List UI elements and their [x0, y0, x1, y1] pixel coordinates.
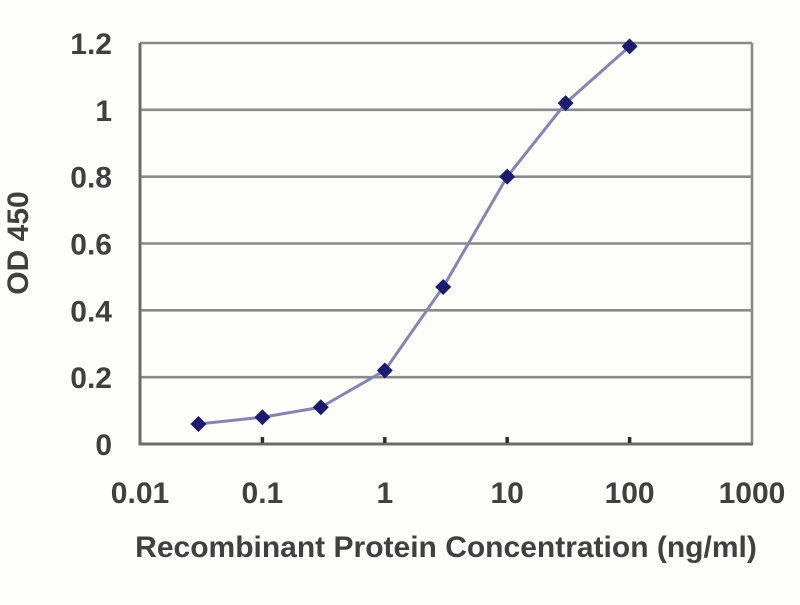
y-tick-labels: 0 0.2 0.4 0.6 0.8 1 1.2: [70, 28, 112, 462]
y-tick-label: 1.2: [70, 28, 112, 61]
data-point-marker: [376, 362, 393, 379]
data-point-marker: [254, 409, 271, 426]
gridlines: [140, 41, 754, 444]
y-tick-label: 0: [95, 429, 112, 462]
data-point-marker: [190, 415, 207, 432]
data-point-marker: [435, 278, 452, 295]
data-line: [196, 44, 632, 426]
y-tick-label: 1: [95, 95, 112, 128]
y-tick-label: 0.8: [70, 162, 112, 195]
data-point-marker: [312, 399, 329, 416]
y-axis-title: OD 450: [2, 191, 35, 294]
data-series: [190, 38, 638, 432]
data-point-marker: [557, 95, 574, 112]
x-tick-label: 10: [491, 477, 524, 510]
x-tick-label: 0.01: [111, 477, 169, 510]
y-tick-label: 0.4: [70, 295, 112, 328]
x-tick-label: 1: [376, 477, 393, 510]
y-tick-label: 0.6: [70, 229, 112, 262]
x-tick-label: 0.1: [242, 477, 284, 510]
y-tick-label: 0.2: [70, 362, 112, 395]
data-point-marker: [621, 38, 638, 55]
x-tick-marks: [260, 437, 632, 443]
x-tick-label: 1000: [719, 477, 786, 510]
x-axis-title: Recombinant Protein Concentration (ng/ml…: [135, 531, 757, 564]
x-tick-label: 100: [605, 477, 655, 510]
axes: [138, 43, 753, 446]
x-tick-labels: 0.01 0.1 1 10 100 1000: [111, 477, 786, 510]
data-point-marker: [499, 168, 516, 185]
